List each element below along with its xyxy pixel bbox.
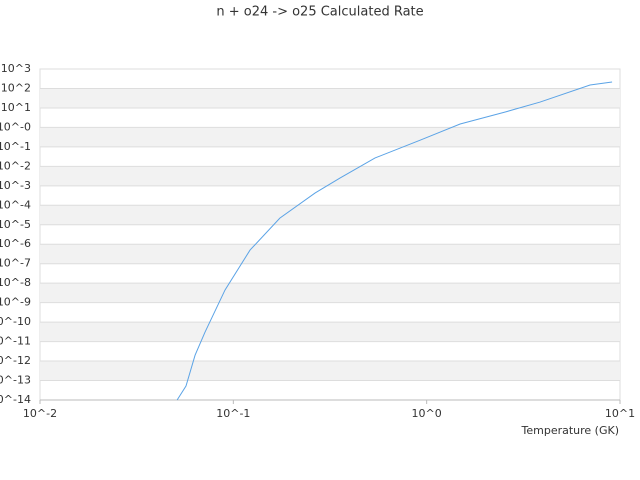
data-line [176,81,613,401]
grid-band [40,166,620,186]
plot-bands [39,68,621,401]
plot-area [39,68,621,401]
x-tick-label: 10^-1 [216,407,250,420]
y-tick-label: 10^3 [1,62,31,75]
grid-band [40,244,620,264]
y-tick-label: 10^-14 [0,393,31,406]
grid-band [40,88,620,108]
y-tick-label: 10^1 [1,101,31,114]
y-tick-label: 10^-12 [0,354,31,367]
y-tick-label: 10^-10 [0,315,31,328]
y-tick-label: 10^2 [1,81,31,94]
y-tick-label: 10^-9 [0,296,31,309]
grid-band [40,127,620,147]
grid-band [40,283,620,303]
y-tick-label: 10^-0 [0,120,31,133]
y-tick-label: 10^-1 [0,140,31,153]
y-tick-label: 10^-2 [0,159,31,172]
y-tick-label: 10^-6 [0,237,31,250]
x-tick-label: 10^-2 [23,407,57,420]
y-tick-label: 10^-7 [0,257,31,270]
grid-band [40,322,620,342]
y-tick-label: 10^-13 [0,374,31,387]
chart-title: n + o24 -> o25 Calculated Rate [216,5,423,20]
y-tick-label: 10^-4 [0,198,31,211]
x-axis-label: Temperature (GK) [521,424,620,437]
y-tick-label: 10^-11 [0,335,31,348]
y-tick-label: 10^-5 [0,218,31,231]
grid-band [40,205,620,225]
grid-band [40,361,620,381]
x-tick-label: 10^0 [412,407,442,420]
y-tick-label: 10^-3 [0,179,31,192]
y-tick-label: 10^-8 [0,276,31,289]
x-tick-label: 10^1 [605,407,635,420]
